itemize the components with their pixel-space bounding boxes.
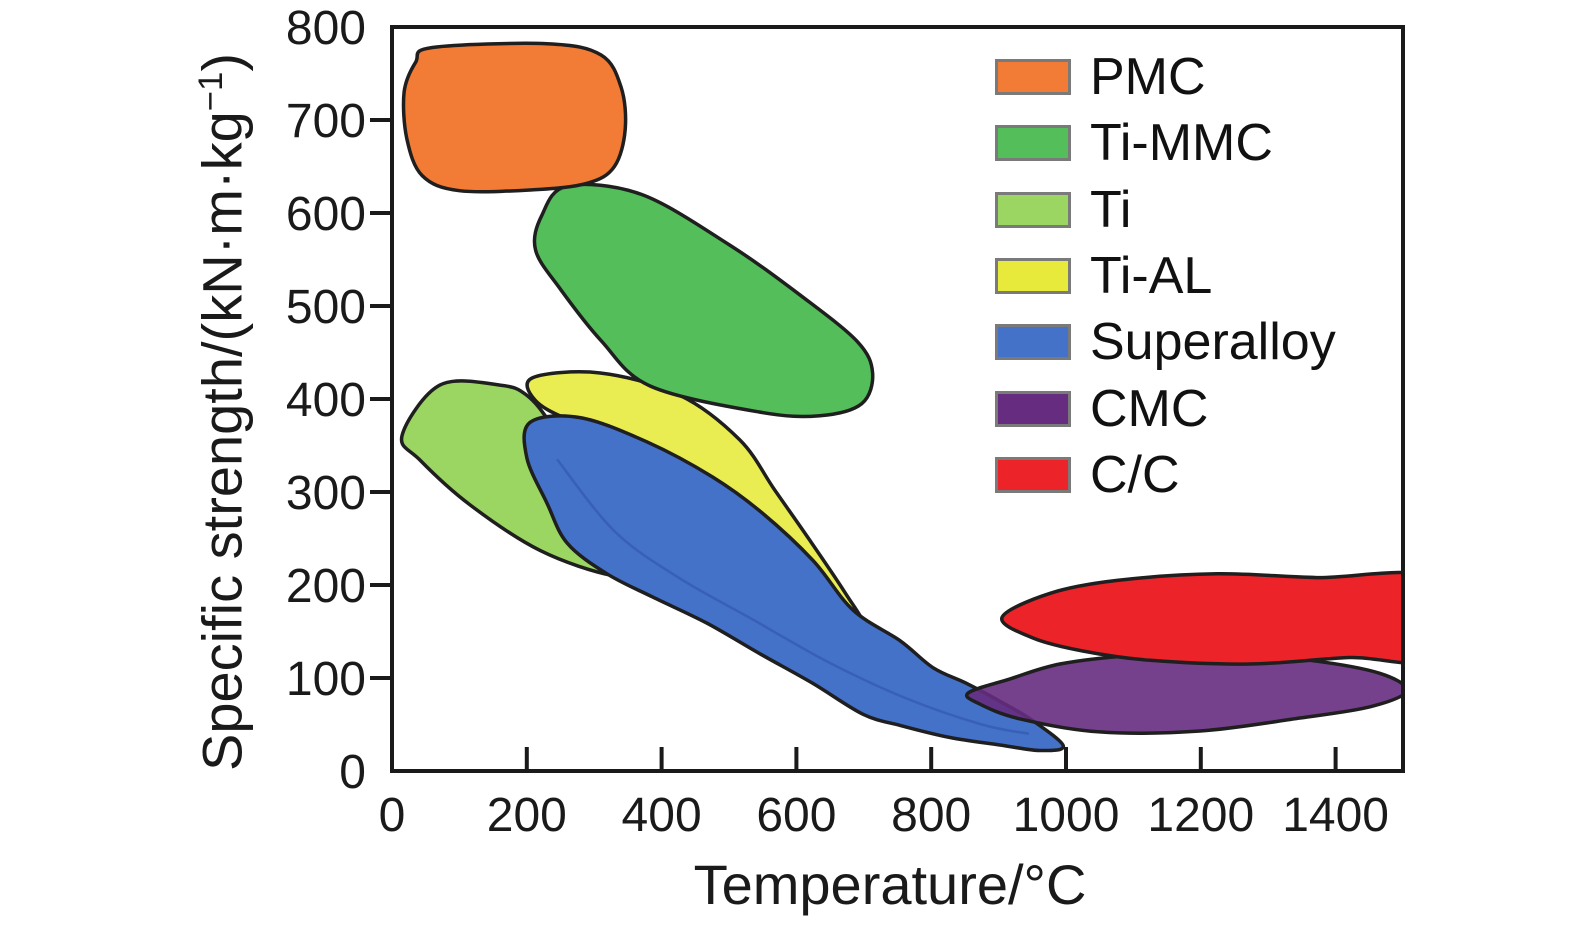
y-tick-label: 500 [286,281,366,334]
y-tick-label: 300 [286,467,366,520]
legend-swatch [995,257,1071,294]
y-tick-label: 100 [286,653,366,706]
x-tick-label: 800 [891,789,971,842]
y-axis-title-close: ) [190,53,254,72]
x-tick-label: 1400 [1282,789,1389,842]
legend-swatch [995,456,1071,493]
legend-item-ti: Ti [995,177,1131,243]
region-inner-contour [556,458,1030,736]
legend-swatch [995,324,1071,361]
legend-item-superalloy: Superalloy [995,309,1336,375]
x-tick-label: 1000 [1013,789,1120,842]
ticks: 0 200 400 600 800 1000 1200 1400 0 100 200 300 400 50… [286,2,1389,842]
legend-item-cmc: CMC [995,376,1208,442]
legend-item-ti-mmc: Ti-MMC [995,110,1273,176]
legend-swatch [995,59,1071,95]
x-tick-label: 0 [379,789,406,842]
region-group [399,41,1403,753]
legend-swatch [995,125,1071,162]
y-tick-label: 800 [286,2,366,55]
plot-frame [390,25,1405,773]
region-superalloy [522,414,1066,753]
y-tick-label: 200 [286,560,366,613]
legend-item-c-c: C/C [995,442,1180,508]
y-axis-title-text: Specific strength/(kN·m·kg [190,111,254,771]
y-tick-label: 0 [339,746,366,799]
legend-item-pmc: PMC [995,44,1206,110]
x-tick-label: 400 [622,789,702,842]
legend-label: Ti-MMC [1090,114,1273,173]
legend-label: Superalloy [1090,313,1336,372]
legend-label: PMC [1090,48,1206,106]
legend-item-ti-al: Ti-AL [995,243,1212,309]
legend-label: CMC [1090,379,1209,438]
legend-swatch [995,191,1071,228]
region-c-c [1000,570,1403,666]
region-pmc [401,41,628,194]
legend-label: Ti-AL [1090,246,1213,305]
y-tick-label: 600 [286,188,366,241]
y-axis-title-superscript: −1 [191,71,230,112]
region-cmc [964,650,1403,735]
y-tick-label: 400 [286,374,366,427]
legend-swatch [995,390,1071,427]
x-tick-label: 200 [487,789,567,842]
y-tick-label: 700 [286,95,366,148]
y-axis-title: Specific strength/(kN·m·kg−1) [190,53,255,771]
legend-label: C/C [1090,445,1180,504]
x-tick-label: 1200 [1147,789,1254,842]
region-ti-mmc [532,182,875,419]
x-tick-label: 600 [756,789,836,842]
legend-label: Ti [1090,180,1132,239]
x-axis-title: Temperature/°C [693,853,1087,916]
